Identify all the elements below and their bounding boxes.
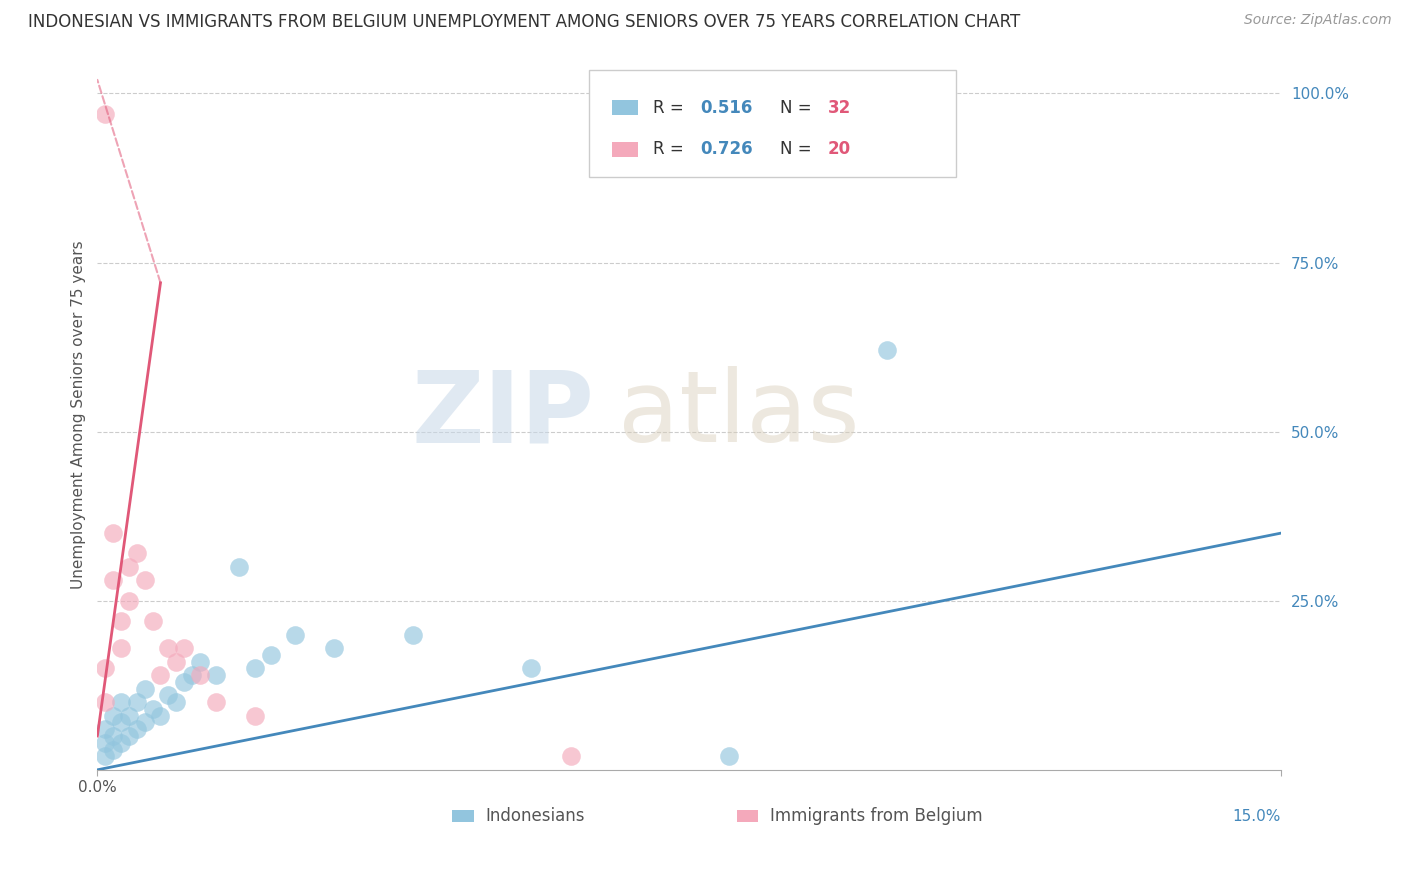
Point [125, 723, 148, 737]
Point [118, 560, 141, 574]
Point [142, 702, 165, 716]
Point [101, 742, 124, 756]
Point [94, 736, 117, 750]
Point [228, 560, 250, 574]
Point [876, 343, 898, 358]
Point [243, 661, 266, 675]
Point [118, 593, 141, 607]
Point [149, 668, 172, 682]
FancyBboxPatch shape [589, 70, 956, 177]
Text: R =: R = [652, 99, 689, 117]
FancyBboxPatch shape [612, 100, 638, 115]
Y-axis label: Unemployment Among Seniors over 75 years: Unemployment Among Seniors over 75 years [72, 241, 86, 589]
Text: 0.726: 0.726 [700, 140, 752, 159]
Text: Indonesians: Indonesians [485, 807, 585, 825]
Point [173, 674, 195, 689]
Point [94, 723, 117, 737]
Point [94, 106, 117, 120]
FancyBboxPatch shape [453, 810, 474, 822]
FancyBboxPatch shape [612, 142, 638, 157]
Point [520, 661, 543, 675]
Point [125, 695, 148, 709]
Text: ZIP: ZIP [412, 367, 595, 463]
Point [110, 695, 132, 709]
Point [101, 574, 124, 588]
Point [125, 546, 148, 560]
Point [243, 708, 266, 723]
Point [110, 715, 132, 730]
Point [149, 708, 172, 723]
FancyBboxPatch shape [737, 810, 758, 822]
Point [717, 749, 740, 764]
Point [118, 708, 141, 723]
Point [204, 668, 226, 682]
Point [101, 729, 124, 743]
Text: INDONESIAN VS IMMIGRANTS FROM BELGIUM UNEMPLOYMENT AMONG SENIORS OVER 75 YEARS C: INDONESIAN VS IMMIGRANTS FROM BELGIUM UN… [28, 13, 1021, 31]
Point [110, 736, 132, 750]
Text: N =: N = [780, 140, 817, 159]
Point [101, 526, 124, 541]
Point [157, 641, 180, 656]
Point [165, 695, 187, 709]
Text: atlas: atlas [619, 367, 860, 463]
Point [402, 627, 425, 641]
Point [204, 695, 226, 709]
Point [110, 614, 132, 628]
Text: 20: 20 [828, 140, 851, 159]
Text: 32: 32 [828, 99, 851, 117]
Point [165, 655, 187, 669]
Point [188, 668, 211, 682]
Point [181, 668, 204, 682]
Point [110, 641, 132, 656]
Point [134, 715, 156, 730]
Point [101, 708, 124, 723]
Point [284, 627, 307, 641]
Point [134, 681, 156, 696]
Point [260, 648, 283, 662]
Point [323, 641, 346, 656]
Text: Source: ZipAtlas.com: Source: ZipAtlas.com [1244, 13, 1392, 28]
Point [142, 614, 165, 628]
Point [118, 729, 141, 743]
Point [188, 655, 211, 669]
Point [173, 641, 195, 656]
Point [560, 749, 582, 764]
Text: Immigrants from Belgium: Immigrants from Belgium [769, 807, 983, 825]
Text: 0.516: 0.516 [700, 99, 752, 117]
Point [94, 749, 117, 764]
Point [94, 661, 117, 675]
Point [134, 574, 156, 588]
Text: R =: R = [652, 140, 689, 159]
Point [94, 695, 117, 709]
Text: N =: N = [780, 99, 817, 117]
Text: 15.0%: 15.0% [1233, 809, 1281, 824]
Point [157, 689, 180, 703]
